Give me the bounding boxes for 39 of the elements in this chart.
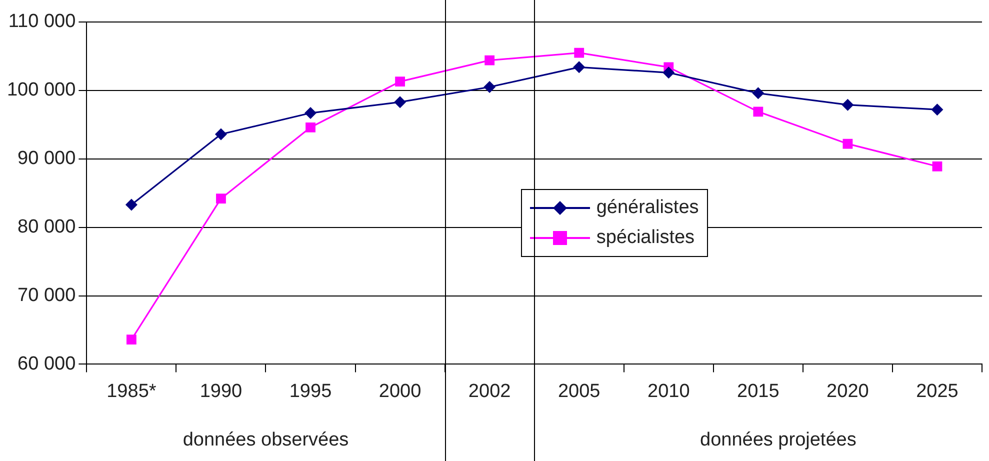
- x-tick-label: 2002: [468, 380, 511, 402]
- x-tick-label: 1990: [200, 380, 242, 402]
- x-tick-label: 2020: [826, 380, 869, 402]
- point: [932, 161, 942, 172]
- legend-label: généralistes: [596, 197, 699, 220]
- point: [394, 96, 406, 108]
- point: [125, 198, 138, 211]
- x-tick-label: 2010: [647, 380, 690, 402]
- text: données observées: [182, 429, 349, 450]
- point: [395, 76, 405, 86]
- point: [573, 61, 586, 74]
- point: [842, 98, 854, 111]
- point: [842, 138, 853, 149]
- point: [753, 106, 764, 117]
- point: [484, 81, 496, 94]
- point: [484, 55, 495, 66]
- x-tick-label: 2025: [916, 380, 958, 402]
- point: [931, 104, 944, 116]
- y-tick-label: 100 000: [6, 80, 76, 101]
- x-tick-label: 1995: [289, 380, 332, 402]
- point: [662, 66, 675, 79]
- x-tick-label: 1985*: [106, 380, 157, 402]
- point: [126, 334, 136, 345]
- x-tick-label: 2000: [378, 380, 422, 402]
- legend-label: spécialistes: [596, 227, 695, 250]
- point: [574, 48, 584, 58]
- y-tick-label: 60 000: [18, 353, 76, 374]
- y-tick-label: 90 000: [18, 148, 76, 170]
- x-tick-label: 2015: [737, 380, 780, 402]
- x-tick-label: 2005: [558, 380, 600, 402]
- y-tick-label: 110 000: [8, 11, 76, 32]
- point: [216, 194, 226, 204]
- point: [214, 128, 227, 140]
- y-tick-label: 70 000: [18, 284, 76, 306]
- point: [304, 107, 317, 120]
- point: [306, 122, 316, 132]
- text: données projetées: [700, 429, 856, 450]
- point: [752, 87, 764, 100]
- y-tick-label: 80 000: [18, 216, 76, 238]
